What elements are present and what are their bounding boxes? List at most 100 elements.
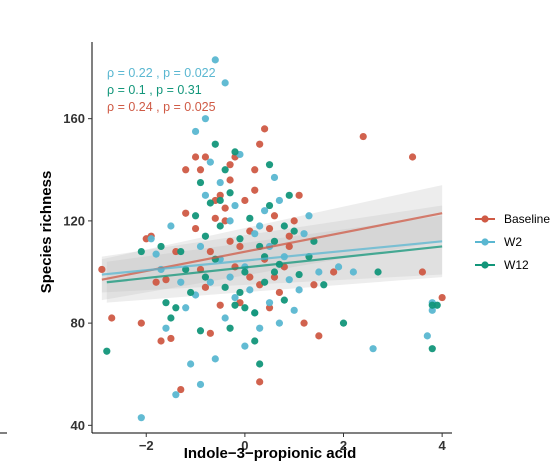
point-w2 xyxy=(231,293,239,302)
point-w2 xyxy=(261,207,269,215)
point-w2 xyxy=(275,196,283,205)
point-w2 xyxy=(226,273,234,281)
point-baseline xyxy=(162,276,170,284)
point-baseline xyxy=(359,132,367,141)
point-baseline xyxy=(246,273,254,281)
point-w12 xyxy=(428,301,436,309)
point-w2 xyxy=(265,299,274,307)
point-w12 xyxy=(285,191,293,199)
point-baseline xyxy=(191,224,200,233)
point-baseline xyxy=(310,281,318,289)
y-tick-label: 160 xyxy=(63,111,85,126)
point-baseline xyxy=(206,329,214,337)
x-axis-title: Indole−3−propionic acid xyxy=(184,445,357,462)
point-w2 xyxy=(221,79,229,87)
point-w2 xyxy=(201,191,210,199)
point-w12 xyxy=(290,227,298,235)
point-w2 xyxy=(206,278,214,286)
ci-band-w12 xyxy=(106,215,443,303)
point-w2 xyxy=(211,56,219,64)
point-baseline xyxy=(330,268,338,276)
plot-area xyxy=(98,56,446,422)
point-w2 xyxy=(285,276,293,284)
legend-key-dot-w12 xyxy=(481,261,489,269)
point-baseline xyxy=(300,319,308,327)
point-w12 xyxy=(196,327,205,335)
legend-item-w2[interactable]: W2 xyxy=(475,235,522,249)
legend-item-w12[interactable]: W12 xyxy=(475,258,529,272)
point-w12 xyxy=(280,222,288,230)
point-baseline xyxy=(290,217,298,225)
point-w12 xyxy=(236,235,244,243)
point-w12 xyxy=(216,196,224,205)
point-baseline xyxy=(98,265,106,274)
point-w12 xyxy=(172,304,180,312)
point-w12 xyxy=(241,304,249,312)
point-w12 xyxy=(187,288,195,297)
point-w2 xyxy=(172,391,180,399)
point-w2 xyxy=(147,235,155,243)
point-w2 xyxy=(246,286,254,294)
point-w2 xyxy=(251,230,259,238)
point-w2 xyxy=(231,201,239,210)
point-w2 xyxy=(182,304,190,312)
point-w12 xyxy=(137,247,145,256)
point-baseline xyxy=(172,247,180,256)
point-w2 xyxy=(300,230,308,238)
point-baseline xyxy=(226,161,234,169)
point-baseline xyxy=(167,334,175,343)
point-w2 xyxy=(334,263,343,271)
annotation-w12: ρ = 0.24 , p = 0.025 xyxy=(107,100,216,114)
x-tick-label: −2 xyxy=(139,438,154,453)
x-tick-label: 0 xyxy=(241,438,248,453)
point-baseline xyxy=(201,283,210,291)
point-w2 xyxy=(216,178,224,187)
point-w12 xyxy=(206,199,214,207)
point-baseline xyxy=(226,176,234,184)
legend-label-w12: W12 xyxy=(504,258,529,272)
point-w2 xyxy=(196,242,205,251)
point-w12 xyxy=(280,296,288,304)
x-tick-label: 4 xyxy=(439,438,447,453)
y-tick-label: 40 xyxy=(71,418,85,433)
point-w12 xyxy=(196,178,205,187)
point-baseline xyxy=(216,301,224,309)
point-w2 xyxy=(256,222,264,230)
point-w2 xyxy=(167,222,175,230)
point-w12 xyxy=(167,314,175,322)
point-w2 xyxy=(162,324,170,332)
point-w12 xyxy=(374,268,382,276)
point-w2 xyxy=(211,355,219,363)
point-baseline xyxy=(241,196,249,205)
point-baseline xyxy=(201,153,210,161)
point-w12 xyxy=(216,222,224,230)
point-w12 xyxy=(162,299,170,307)
point-w12 xyxy=(157,242,165,251)
point-w2 xyxy=(256,324,264,332)
point-baseline xyxy=(261,125,269,133)
point-w2 xyxy=(191,127,200,136)
point-w2 xyxy=(137,414,145,422)
point-w2 xyxy=(428,306,436,314)
axes: −2 0 2 4 40 80 120 160 xyxy=(63,42,452,453)
point-baseline xyxy=(137,319,145,327)
point-w2 xyxy=(305,212,313,220)
legend-key-dot-baseline xyxy=(481,215,489,223)
legend: Baseline W2 W12 xyxy=(475,212,550,272)
point-w2 xyxy=(187,360,195,368)
y-axis-title: Species richness xyxy=(38,171,55,294)
point-baseline xyxy=(236,242,244,251)
point-baseline xyxy=(206,247,214,256)
y-tick-label: 120 xyxy=(63,213,85,228)
point-w2 xyxy=(241,342,249,350)
point-baseline xyxy=(108,314,116,322)
legend-label-baseline: Baseline xyxy=(504,212,550,226)
point-baseline xyxy=(408,153,417,161)
legend-item-baseline[interactable]: Baseline xyxy=(475,212,550,226)
point-w12 xyxy=(226,189,234,197)
point-baseline xyxy=(265,224,274,233)
point-w2 xyxy=(221,314,229,322)
point-baseline xyxy=(216,191,224,199)
y-tick-label: 80 xyxy=(71,316,85,331)
